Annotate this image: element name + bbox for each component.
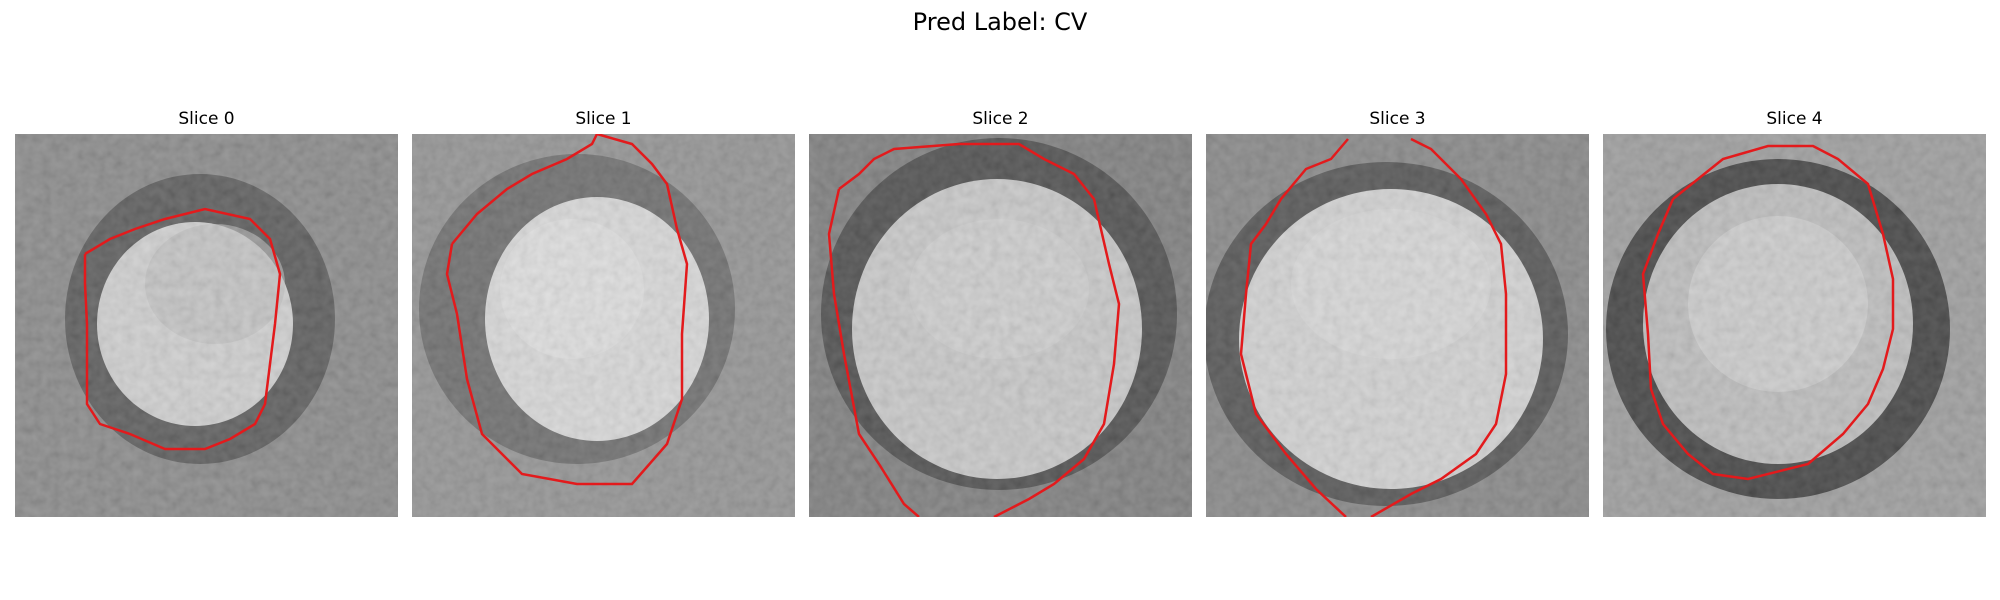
slice-image [1603, 134, 1986, 517]
figure-title: Pred Label: CV [912, 8, 1088, 36]
slice-image [412, 134, 795, 517]
slice-title: Slice 0 [178, 109, 235, 129]
contour-line [827, 188, 920, 517]
contour-line [83, 207, 282, 451]
contour-line [1641, 144, 1895, 481]
contour-line [445, 134, 689, 486]
contour-line [1370, 137, 1508, 517]
contour-line [838, 142, 1121, 517]
slice-image [809, 134, 1192, 517]
slice-image [1206, 134, 1589, 517]
contour-line [1239, 138, 1349, 517]
slice-panel-2: Slice 2 [809, 108, 1192, 517]
slice-panel-3: Slice 3 [1206, 108, 1589, 517]
slice-image [15, 134, 398, 517]
slice-title: Slice 1 [575, 109, 632, 129]
slice-panel-0: Slice 0 [15, 108, 398, 517]
slice-title: Slice 3 [1369, 109, 1426, 129]
slice-title: Slice 4 [1766, 109, 1823, 129]
slice-panel-4: Slice 4 [1603, 108, 1986, 517]
slice-title: Slice 2 [972, 109, 1029, 129]
slice-panel-1: Slice 1 [412, 108, 795, 517]
